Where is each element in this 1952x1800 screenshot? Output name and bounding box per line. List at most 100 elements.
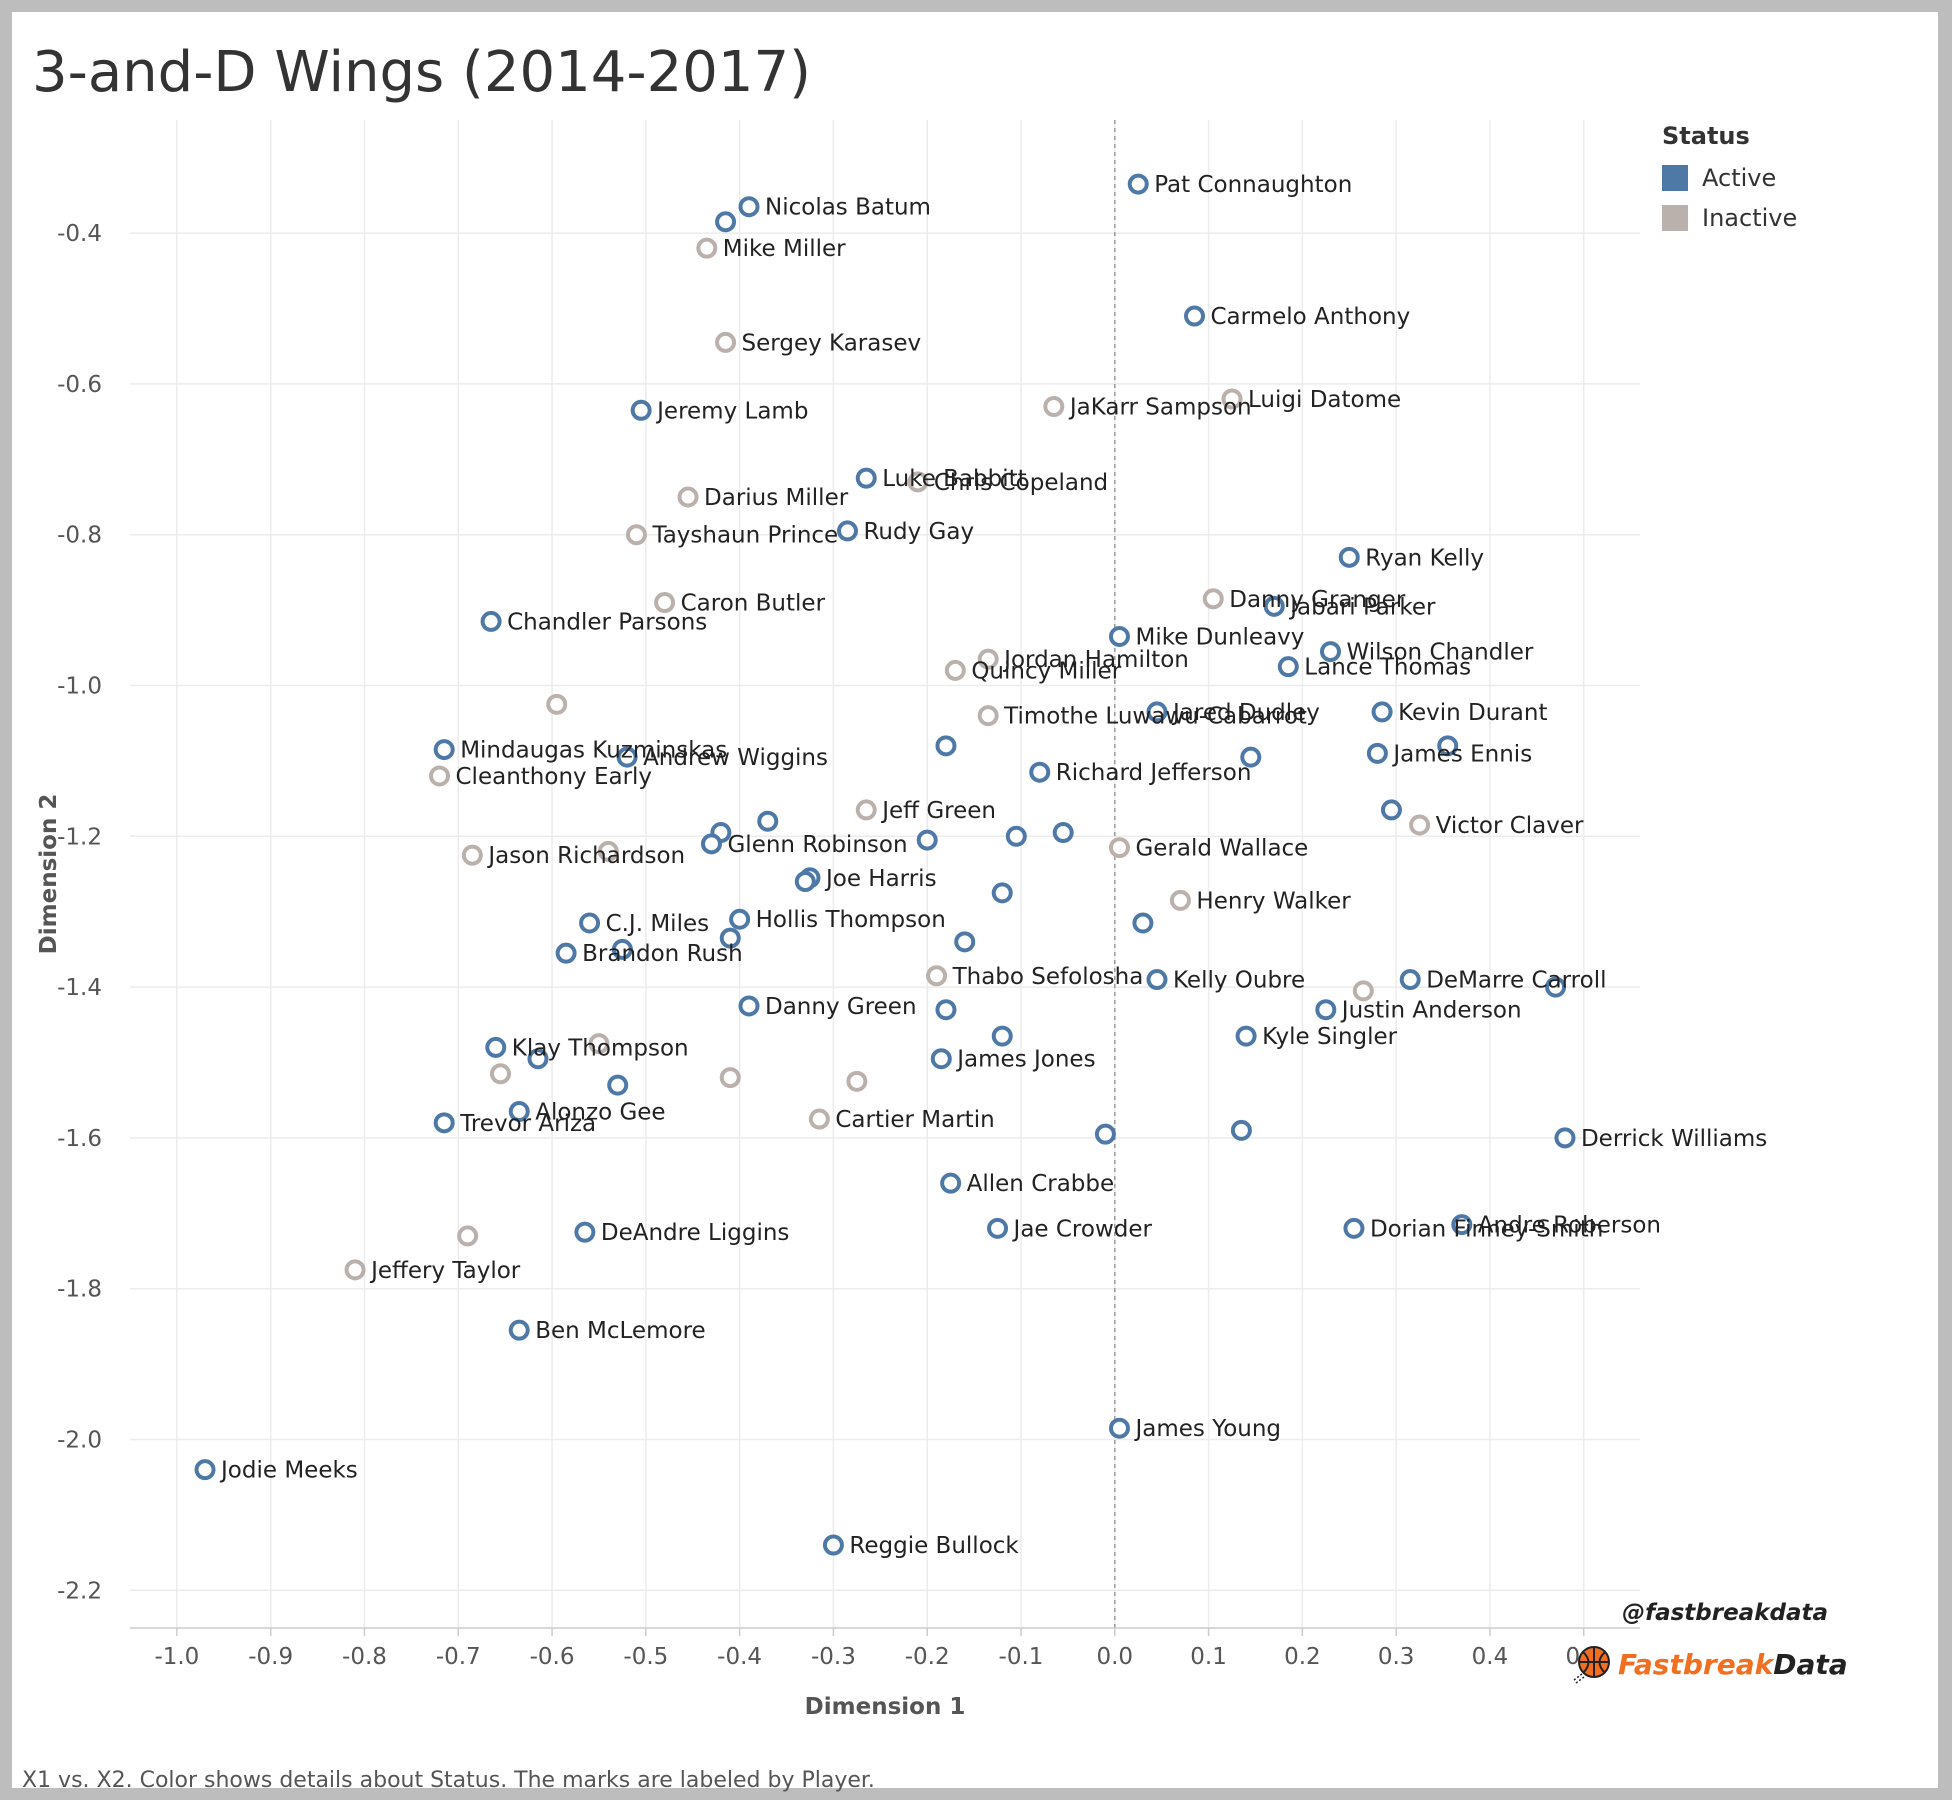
data-point[interactable] (527, 1048, 549, 1070)
data-point[interactable] (719, 1067, 741, 1089)
data-point[interactable] (1451, 1214, 1473, 1236)
data-point[interactable] (987, 1217, 1009, 1239)
data-point[interactable] (1108, 625, 1130, 647)
data-point[interactable] (977, 705, 999, 727)
data-point[interactable] (607, 1074, 629, 1096)
data-point[interactable] (433, 739, 455, 761)
data-point[interactable] (930, 1048, 952, 1070)
data-point[interactable] (1545, 976, 1567, 998)
data-point[interactable] (1221, 388, 1243, 410)
data-point[interactable] (1263, 595, 1285, 617)
data-point[interactable] (1315, 999, 1337, 1021)
data-point[interactable] (836, 520, 858, 542)
data-point[interactable] (1094, 1123, 1116, 1145)
data-point[interactable] (926, 965, 948, 987)
data-point[interactable] (715, 211, 737, 233)
data-point[interactable] (1371, 701, 1393, 723)
legend-item-inactive[interactable]: Inactive (1662, 198, 1797, 238)
data-point[interactable] (1343, 1217, 1365, 1239)
data-point[interactable] (489, 1063, 511, 1085)
data-point[interactable] (1132, 912, 1154, 934)
data-point[interactable] (954, 931, 976, 953)
data-point[interactable] (546, 693, 568, 715)
data-point[interactable] (1005, 825, 1027, 847)
data-point[interactable] (1366, 742, 1388, 764)
data-point[interactable] (579, 912, 601, 934)
data-point[interactable] (977, 648, 999, 670)
data-point[interactable] (508, 1101, 530, 1123)
data-point[interactable] (588, 1033, 610, 1055)
data-point[interactable] (1108, 837, 1130, 859)
data-point[interactable] (940, 1172, 962, 1194)
data-point[interactable] (1202, 588, 1224, 610)
data-point[interactable] (991, 1025, 1013, 1047)
data-point[interactable] (855, 799, 877, 821)
data-point[interactable] (630, 399, 652, 421)
data-point[interactable] (508, 1319, 530, 1341)
x-tick-label: -0.5 (623, 1644, 668, 1670)
legend-item-active[interactable]: Active (1662, 158, 1797, 198)
data-point[interactable] (677, 486, 699, 508)
data-point[interactable] (1146, 701, 1168, 723)
data-point[interactable] (597, 840, 619, 862)
data-point[interactable] (1169, 889, 1191, 911)
data-point[interactable] (715, 331, 737, 353)
data-point[interactable] (194, 1459, 216, 1481)
data-point[interactable] (757, 810, 779, 832)
data-point[interactable] (1230, 1119, 1252, 1141)
data-point[interactable] (991, 882, 1013, 904)
data-point[interactable] (846, 1070, 868, 1092)
data-point[interactable] (1043, 396, 1065, 418)
data-point[interactable] (1029, 761, 1051, 783)
data-point[interactable] (729, 908, 751, 930)
data-point[interactable] (855, 467, 877, 489)
point-label: Kelly Oubre (1173, 968, 1305, 994)
data-point[interactable] (457, 1225, 479, 1247)
scatter-plot: -1.0 -0.9 -0.8 -0.7 -0.6 -0.5 -0.4 -0.3 -0.2 -0.1… (36, 120, 1767, 1720)
x-axis-ticks: -1.0 -0.9 -0.8 -0.7 -0.6 -0.5 -0.4 -0.3 -0.2 -0.1… (154, 1628, 1602, 1670)
data-point[interactable] (1399, 969, 1421, 991)
data-point[interactable] (738, 196, 760, 218)
data-point[interactable] (654, 592, 676, 614)
data-point[interactable] (1184, 305, 1206, 327)
data-point[interactable] (1380, 799, 1402, 821)
data-point[interactable] (611, 938, 633, 960)
data-point[interactable] (1052, 822, 1074, 844)
data-point[interactable] (794, 871, 816, 893)
data-point[interactable] (480, 610, 502, 632)
data-point[interactable] (808, 1108, 830, 1130)
data-point[interactable] (696, 237, 718, 259)
data-point[interactable] (1319, 641, 1341, 663)
data-point[interactable] (1127, 173, 1149, 195)
data-point[interactable] (433, 1112, 455, 1134)
data-point[interactable] (344, 1259, 366, 1281)
data-point[interactable] (574, 1221, 596, 1243)
data-point[interactable] (1338, 546, 1360, 568)
data-point[interactable] (1146, 969, 1168, 991)
data-point[interactable] (907, 471, 929, 493)
data-point[interactable] (429, 765, 451, 787)
data-point[interactable] (738, 995, 760, 1017)
data-point[interactable] (1277, 656, 1299, 678)
data-point[interactable] (1437, 735, 1459, 757)
data-point[interactable] (485, 1036, 507, 1058)
data-point[interactable] (616, 746, 638, 768)
data-point[interactable] (916, 829, 938, 851)
data-point[interactable] (700, 833, 722, 855)
data-point[interactable] (935, 999, 957, 1021)
data-point[interactable] (625, 524, 647, 546)
data-point[interactable] (555, 942, 577, 964)
data-point[interactable] (1240, 746, 1262, 768)
data-point[interactable] (1352, 980, 1374, 1002)
data-point[interactable] (822, 1534, 844, 1556)
point-label: Darius Miller (704, 485, 849, 511)
point-label: Timothe Luwawu-Cabarrot (1003, 704, 1307, 730)
data-point[interactable] (1554, 1127, 1576, 1149)
data-point[interactable] (1409, 814, 1431, 836)
data-point[interactable] (1108, 1417, 1130, 1439)
data-point[interactable] (461, 844, 483, 866)
data-point[interactable] (719, 927, 741, 949)
data-point[interactable] (944, 659, 966, 681)
data-point[interactable] (935, 735, 957, 757)
data-point[interactable] (1235, 1025, 1257, 1047)
